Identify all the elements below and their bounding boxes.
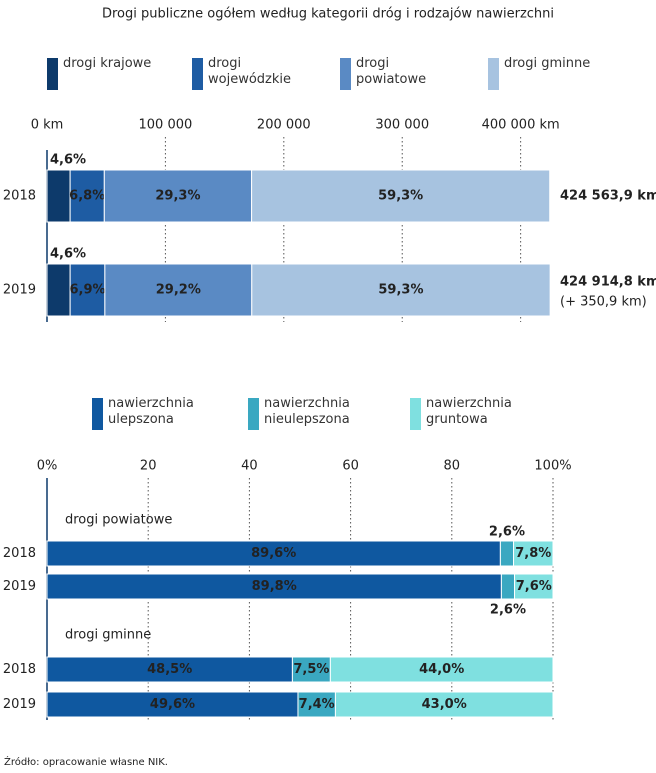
legend-item: drogi krajowe xyxy=(63,56,152,71)
x-tick-label: 200 000 xyxy=(257,118,311,133)
value-label: 6,9% xyxy=(69,283,105,298)
value-label: 89,6% xyxy=(251,546,296,561)
group-label: drogi gminne xyxy=(65,628,151,643)
legend-swatch xyxy=(340,58,351,90)
value-label: 89,8% xyxy=(252,579,297,594)
y-tick-label: 2018 xyxy=(3,189,36,204)
value-label: 7,5% xyxy=(293,662,329,677)
legend-swatch xyxy=(410,398,421,430)
value-label: 2,6% xyxy=(490,603,526,618)
value-label: 7,6% xyxy=(516,579,552,594)
y-tick-label: 2018 xyxy=(3,546,36,561)
legend-item: nawierzchnia nieulepszona xyxy=(264,396,350,427)
bar-segment xyxy=(297,691,336,718)
legend-item: nawierzchnia ulepszona xyxy=(108,396,194,427)
value-label: 2,6% xyxy=(489,525,525,540)
x-tick-label: 100 000 xyxy=(139,118,193,133)
x-tick-label: 300 000 xyxy=(375,118,429,133)
bar-segment xyxy=(291,656,331,683)
bar-segment xyxy=(334,691,554,718)
value-label: 7,8% xyxy=(515,546,551,561)
legend-item: nawierzchnia gruntowa xyxy=(426,396,512,427)
bar-segment xyxy=(46,169,71,223)
x-tick-label: 20 xyxy=(140,459,157,474)
x-tick-label: 400 000 km xyxy=(482,118,560,133)
legend-label: drogi gminne xyxy=(504,56,591,71)
legend-item: drogi powiatowe xyxy=(356,56,427,87)
value-label: 29,3% xyxy=(155,189,200,204)
legend-swatch xyxy=(47,58,58,90)
bar-segment xyxy=(514,573,554,600)
bar-segment xyxy=(513,540,554,567)
bar-segment xyxy=(69,169,105,223)
bar-segment xyxy=(46,263,71,317)
bar-segment xyxy=(46,540,501,567)
value-label: 59,3% xyxy=(378,283,423,298)
bar-segment xyxy=(251,169,551,223)
x-tick-label: 80 xyxy=(444,459,461,474)
x-tick-label: 0% xyxy=(37,459,58,474)
bar-segment xyxy=(69,263,106,317)
value-label: 59,3% xyxy=(378,189,423,204)
y-tick-label: 2019 xyxy=(3,283,36,298)
legend-label: nawierzchnia ulepszona xyxy=(108,396,194,427)
bar-segment xyxy=(251,263,551,317)
total-label: 424 914,8 km xyxy=(560,275,656,290)
chart-title: Drogi publiczne ogółem według kategorii … xyxy=(102,7,554,22)
value-label: 6,8% xyxy=(69,189,105,204)
y-tick-label: 2019 xyxy=(3,697,36,712)
value-label: 4,6% xyxy=(50,153,86,168)
legend-label: nawierzchnia gruntowa xyxy=(426,396,512,427)
legend-swatch xyxy=(248,398,259,430)
legend-item: drogi gminne xyxy=(504,56,591,71)
bar-segment xyxy=(499,540,515,567)
annotation: (+ 350,9 km) xyxy=(560,295,647,310)
value-label: 7,4% xyxy=(299,697,335,712)
source: Źródło: opracowanie własne NIK. xyxy=(4,755,168,768)
value-label: 49,6% xyxy=(150,697,195,712)
group-label: drogi powiatowe xyxy=(65,513,172,528)
y-tick-label: 2019 xyxy=(3,579,36,594)
value-label: 4,6% xyxy=(50,247,86,262)
legend-swatch xyxy=(488,58,499,90)
total-label: 424 563,9 km xyxy=(560,189,656,204)
x-tick-label: 40 xyxy=(241,459,258,474)
legend-label: drogi krajowe xyxy=(63,56,152,71)
value-label: 29,2% xyxy=(156,283,201,298)
x-tick-label: 60 xyxy=(342,459,359,474)
value-label: 48,5% xyxy=(147,662,192,677)
legend-label: drogi wojewódzkie xyxy=(208,56,291,87)
value-label: 43,0% xyxy=(422,697,467,712)
bar-segment xyxy=(104,263,253,317)
y-tick-label: 2018 xyxy=(3,662,36,677)
x-tick-label: 100% xyxy=(534,459,571,474)
bar-segment xyxy=(46,656,293,683)
bar-segment xyxy=(46,691,299,718)
bar-segment xyxy=(500,573,516,600)
x-tick-label: 0 km xyxy=(31,118,64,133)
bar-segment xyxy=(329,656,554,683)
legend-swatch xyxy=(92,398,103,430)
value-label: 44,0% xyxy=(419,662,464,677)
legend-swatch xyxy=(192,58,203,90)
legend-label: drogi powiatowe xyxy=(356,56,427,87)
legend-label: nawierzchnia nieulepszona xyxy=(264,396,350,427)
legend-item: drogi wojewódzkie xyxy=(208,56,291,87)
